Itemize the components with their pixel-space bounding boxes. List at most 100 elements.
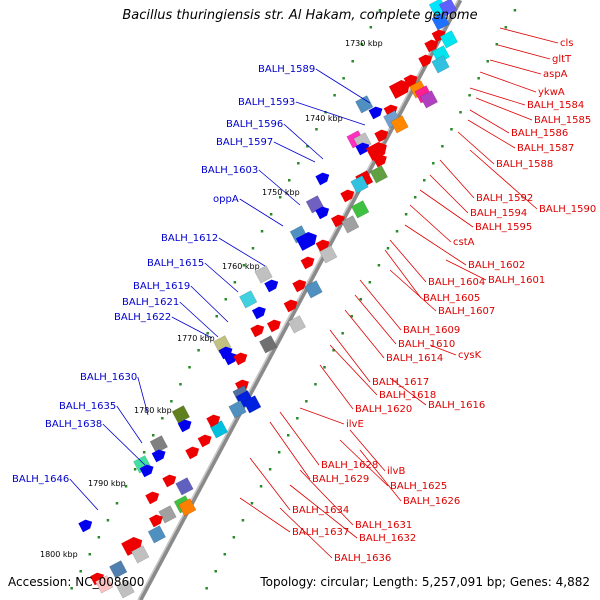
gene-label-right: BALH_1602 xyxy=(468,260,525,271)
gene-label-right: cstA xyxy=(453,237,475,248)
tick-mark xyxy=(277,451,281,454)
gene-feature xyxy=(162,474,177,488)
kbp-label: 1760 kbp xyxy=(222,262,260,271)
label-leader xyxy=(429,174,469,214)
gene-feature xyxy=(109,560,128,579)
label-leader xyxy=(354,294,397,345)
gene-arrow xyxy=(292,279,307,293)
gene-feature xyxy=(319,245,338,264)
tick-mark xyxy=(188,366,191,369)
gene-label-right: BALH_1620 xyxy=(355,404,412,415)
tick-mark xyxy=(250,502,254,505)
gene-arrow xyxy=(264,279,279,293)
gene-label-left: BALH_1615 xyxy=(147,258,204,269)
gene-label-right: BALH_1588 xyxy=(496,159,553,170)
gene-feature xyxy=(239,290,258,309)
label-leader xyxy=(409,204,452,243)
tick-mark xyxy=(305,400,308,403)
tick-mark xyxy=(124,485,128,488)
gene-arrow xyxy=(78,519,93,533)
gene-feature xyxy=(264,279,279,293)
tick-mark xyxy=(486,60,489,63)
gene-features xyxy=(78,0,459,599)
genome-backbone xyxy=(137,0,463,600)
tick-mark xyxy=(179,383,182,386)
gene-feature xyxy=(78,519,93,533)
gene-feature xyxy=(369,165,389,184)
gene-label-right: cls xyxy=(560,38,574,49)
gene-label-right: cysK xyxy=(458,350,482,361)
label-leader xyxy=(299,407,345,425)
gene-box xyxy=(369,165,389,184)
gene-label-right: BALH_1592 xyxy=(476,193,533,204)
gene-arrow xyxy=(151,449,166,463)
tick-mark xyxy=(477,77,480,80)
tick-mark xyxy=(88,553,92,556)
gene-label-right: BALH_1590 xyxy=(539,204,596,215)
gene-label-left: BALH_1593 xyxy=(238,97,295,108)
gene-feature xyxy=(178,498,197,517)
label-leader xyxy=(429,344,457,356)
gene-label-right: BALH_1604 xyxy=(428,277,485,288)
tick-mark xyxy=(314,383,317,386)
left-gene-labels: BALH_1589 BALH_1593 BALH_1596 BALH_1597 BALH… xyxy=(12,64,315,485)
gene-feature xyxy=(254,265,273,284)
gene-arrow xyxy=(177,419,192,433)
gene-label-left: oppA xyxy=(213,194,239,205)
gene-feature xyxy=(355,142,370,156)
tick-mark xyxy=(368,281,372,284)
tick-mark xyxy=(332,349,335,352)
gene-feature xyxy=(149,514,163,528)
gene-label-right: aspA xyxy=(543,69,568,80)
gene-feature xyxy=(223,352,238,366)
label-leader xyxy=(279,507,333,559)
gene-box xyxy=(287,315,307,334)
gene-box xyxy=(254,265,273,284)
label-leader xyxy=(239,198,284,227)
label-leader xyxy=(469,87,526,106)
gene-box xyxy=(431,55,450,74)
tick-mark xyxy=(161,417,164,420)
label-leader xyxy=(295,101,366,126)
gene-arrow xyxy=(283,299,298,313)
gene-arrow xyxy=(121,536,143,556)
label-leader xyxy=(273,141,316,163)
gene-feature xyxy=(233,352,248,366)
gene-label-left: BALH_1597 xyxy=(216,137,273,148)
label-leader xyxy=(384,249,422,299)
gene-box xyxy=(438,0,458,17)
label-leaders xyxy=(69,27,559,559)
label-leader xyxy=(469,149,538,210)
gene-label-right: BALH_1605 xyxy=(423,293,480,304)
tick-mark xyxy=(233,281,237,284)
gene-feature xyxy=(390,115,409,134)
gene-label-right: BALH_1631 xyxy=(355,520,412,531)
gene-feature xyxy=(340,189,355,203)
genome-backbone-highlight xyxy=(137,0,459,600)
gene-feature xyxy=(283,299,298,313)
kbp-label: 1730 kbp xyxy=(345,39,383,48)
gene-feature xyxy=(438,0,458,17)
gene-feature xyxy=(374,129,389,143)
gene-box xyxy=(243,395,262,414)
tick-mark xyxy=(70,587,73,590)
gene-feature xyxy=(350,175,369,194)
label-leader xyxy=(289,484,358,539)
tick-mark xyxy=(360,43,364,46)
gene-arrow xyxy=(185,446,200,460)
tick-mark xyxy=(106,519,110,522)
gene-label-right: BALH_1594 xyxy=(470,208,527,219)
gene-feature xyxy=(424,39,439,53)
gene-label-right: BALH_1629 xyxy=(312,474,369,485)
gene-feature xyxy=(139,464,154,478)
label-leader xyxy=(315,68,371,104)
tick-mark xyxy=(513,9,517,12)
tick-mark xyxy=(260,230,264,233)
gene-arrow xyxy=(250,324,265,338)
gene-arrow xyxy=(197,434,212,448)
gene-label-left: BALH_1603 xyxy=(201,165,258,176)
gene-feature xyxy=(419,90,439,109)
gene-feature xyxy=(121,536,143,556)
